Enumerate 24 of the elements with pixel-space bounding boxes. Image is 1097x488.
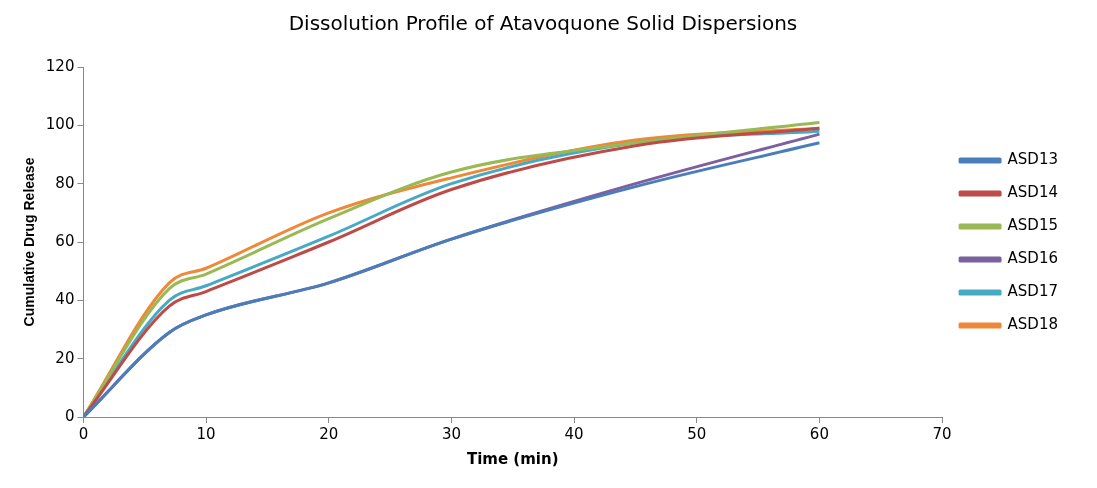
legend-label: ASD14 <box>1007 183 1058 202</box>
x-tick-label: 60 <box>809 424 829 443</box>
legend-label: ASD18 <box>1007 315 1058 334</box>
y-tick-label: 20 <box>55 348 75 367</box>
y-tick-label: 60 <box>55 231 75 250</box>
x-tick-label: 20 <box>319 424 339 443</box>
x-tick-label: 70 <box>932 424 952 443</box>
y-axis-title: Cumulative Drug Release <box>21 157 38 327</box>
x-tick-label: 30 <box>441 424 461 443</box>
x-tick-label: 40 <box>564 424 584 443</box>
legend-label: ASD13 <box>1007 150 1058 169</box>
legend-label: ASD15 <box>1007 216 1058 235</box>
y-tick-label: 80 <box>55 173 75 192</box>
x-tick-label: 50 <box>687 424 707 443</box>
y-tick-label: 120 <box>45 56 75 75</box>
x-tick-label: 10 <box>196 424 216 443</box>
x-axis-title: Time (min) <box>466 449 559 468</box>
y-tick-label: 100 <box>45 115 75 134</box>
legend-label: ASD17 <box>1007 282 1058 301</box>
legend-label: ASD16 <box>1007 249 1058 268</box>
y-tick-label: 0 <box>64 406 75 425</box>
chart-title: Dissolution Profile of Atavoquone Solid Dispersions <box>288 11 798 36</box>
x-tick-label: 0 <box>78 424 89 443</box>
y-tick-label: 40 <box>55 290 75 309</box>
